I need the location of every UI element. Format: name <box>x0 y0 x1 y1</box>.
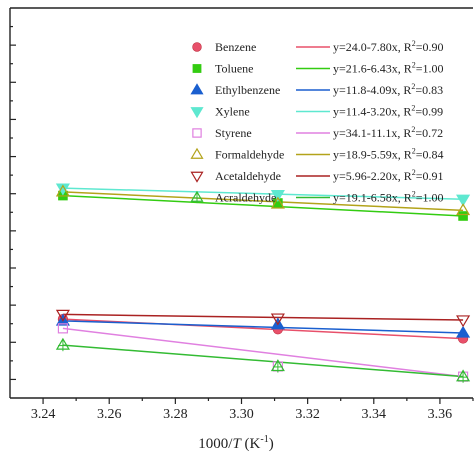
legend-label-acetaldehyde: Acetaldehyde <box>215 169 281 183</box>
point-formaldehyde <box>456 203 471 216</box>
legend-fit-acraldehyde: y=19.1-6.58x, R2=1.00 <box>333 190 444 205</box>
point-xylene <box>456 194 471 207</box>
point-toluene <box>273 198 283 208</box>
fit-line-formaldehyde <box>62 191 464 212</box>
x-tick-label: 3.26 <box>97 407 122 422</box>
point-formaldehyde <box>55 184 70 197</box>
legend-fit-styrene: y=34.1-11.1x, R2=0.72 <box>333 125 443 140</box>
legend-marker-benzene <box>192 42 202 52</box>
point-xylene <box>55 183 70 196</box>
x-tick-label: 3.30 <box>229 407 254 422</box>
fit-line-toluene <box>62 194 464 217</box>
x-tick-label: 3.28 <box>163 407 188 422</box>
x-tick-label: 3.36 <box>428 407 453 422</box>
legend-marker-toluene <box>192 64 202 73</box>
point-acetaldehyde <box>270 313 285 326</box>
fit-lines <box>62 187 464 378</box>
x-tick-label: 3.32 <box>295 407 320 422</box>
fit-line-styrene <box>62 327 464 378</box>
legend-fit-benzene: y=24.0-7.80x, R2=0.90 <box>333 39 444 54</box>
x-tick-label: 3.24 <box>31 407 56 422</box>
legend-fit-acetaldehyde: y=5.96-2.20x, R2=0.91 <box>333 168 444 183</box>
point-acetaldehyde <box>456 315 471 328</box>
point-acetaldehyde <box>55 309 70 322</box>
legend-label-styrene: Styrene <box>215 126 252 140</box>
fit-line-xylene <box>62 187 464 201</box>
data-markers <box>55 183 471 383</box>
legend-marker-acetaldehyde <box>190 171 204 183</box>
legend-label-formaldehyde: Formaldehyde <box>215 148 284 162</box>
x-tick-label: 3.34 <box>362 407 387 422</box>
fit-line-ethylbenzene <box>62 320 464 334</box>
legend: Benzene y=24.0-7.80x, R2=0.90 Toluene y=21.… <box>190 39 444 205</box>
legend-label-benzene: Benzene <box>215 40 256 54</box>
legend-fit-ethylbenzene: y=11.8-4.09x, R2=0.83 <box>333 82 443 97</box>
legend-label-acraldehyde: Acraldehyde <box>215 191 276 205</box>
point-styrene <box>57 323 69 334</box>
legend-marker-formaldehyde <box>190 147 204 159</box>
legend-marker-xylene <box>190 107 204 119</box>
x-axis-label: 1000/T (K-1) <box>198 434 273 452</box>
legend-marker-ethylbenzene <box>190 83 204 95</box>
fit-line-acraldehyde <box>62 344 464 378</box>
legend-fit-xylene: y=11.4-3.20x, R2=0.99 <box>333 104 443 119</box>
legend-label-toluene: Toluene <box>215 62 253 76</box>
x-axis-ticks: 3.24 3.26 3.28 3.30 3.32 3.34 3.36 <box>31 398 474 422</box>
legend-label-xylene: Xylene <box>215 105 250 119</box>
point-formaldehyde <box>270 196 285 209</box>
legend-fit-formaldehyde: y=18.9-5.59x, R2=0.84 <box>333 147 444 162</box>
point-toluene <box>458 211 468 221</box>
legend-label-ethylbenzene: Ethylbenzene <box>215 83 280 97</box>
legend-marker-styrene <box>192 128 202 138</box>
point-xylene <box>270 189 285 202</box>
legend-fit-toluene: y=21.6-6.43x, R2=1.00 <box>333 61 444 76</box>
y-axis-ticks <box>10 25 16 381</box>
point-ethylbenzene <box>456 325 471 338</box>
fit-line-acetaldehyde <box>62 313 464 321</box>
